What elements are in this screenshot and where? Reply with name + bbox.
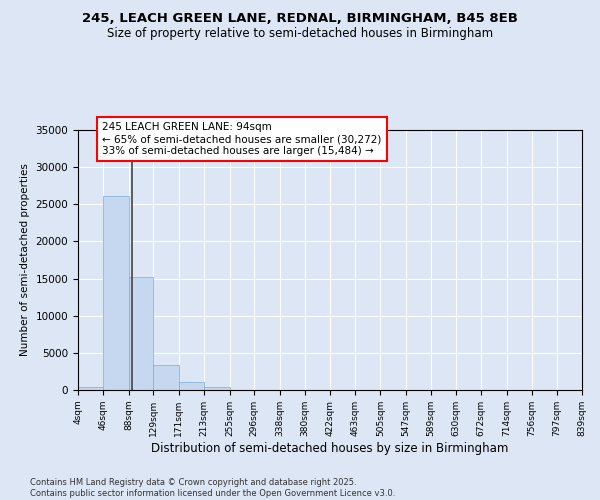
Text: Size of property relative to semi-detached houses in Birmingham: Size of property relative to semi-detach… (107, 28, 493, 40)
Y-axis label: Number of semi-detached properties: Number of semi-detached properties (20, 164, 30, 356)
Bar (179, 382, 204, 390)
Text: 245, LEACH GREEN LANE, REDNAL, BIRMINGHAM, B45 8EB: 245, LEACH GREEN LANE, REDNAL, BIRMINGHA… (82, 12, 518, 26)
Text: Contains HM Land Registry data © Crown copyright and database right 2025.
Contai: Contains HM Land Registry data © Crown c… (30, 478, 395, 498)
Text: 245 LEACH GREEN LANE: 94sqm
← 65% of semi-detached houses are smaller (30,272)
3: 245 LEACH GREEN LANE: 94sqm ← 65% of sem… (102, 122, 382, 156)
Bar (103, 196, 129, 390)
Bar (204, 387, 230, 390)
Bar (78, 387, 103, 390)
X-axis label: Distribution of semi-detached houses by size in Birmingham: Distribution of semi-detached houses by … (151, 442, 509, 454)
Bar (154, 366, 179, 390)
Bar (129, 277, 154, 390)
